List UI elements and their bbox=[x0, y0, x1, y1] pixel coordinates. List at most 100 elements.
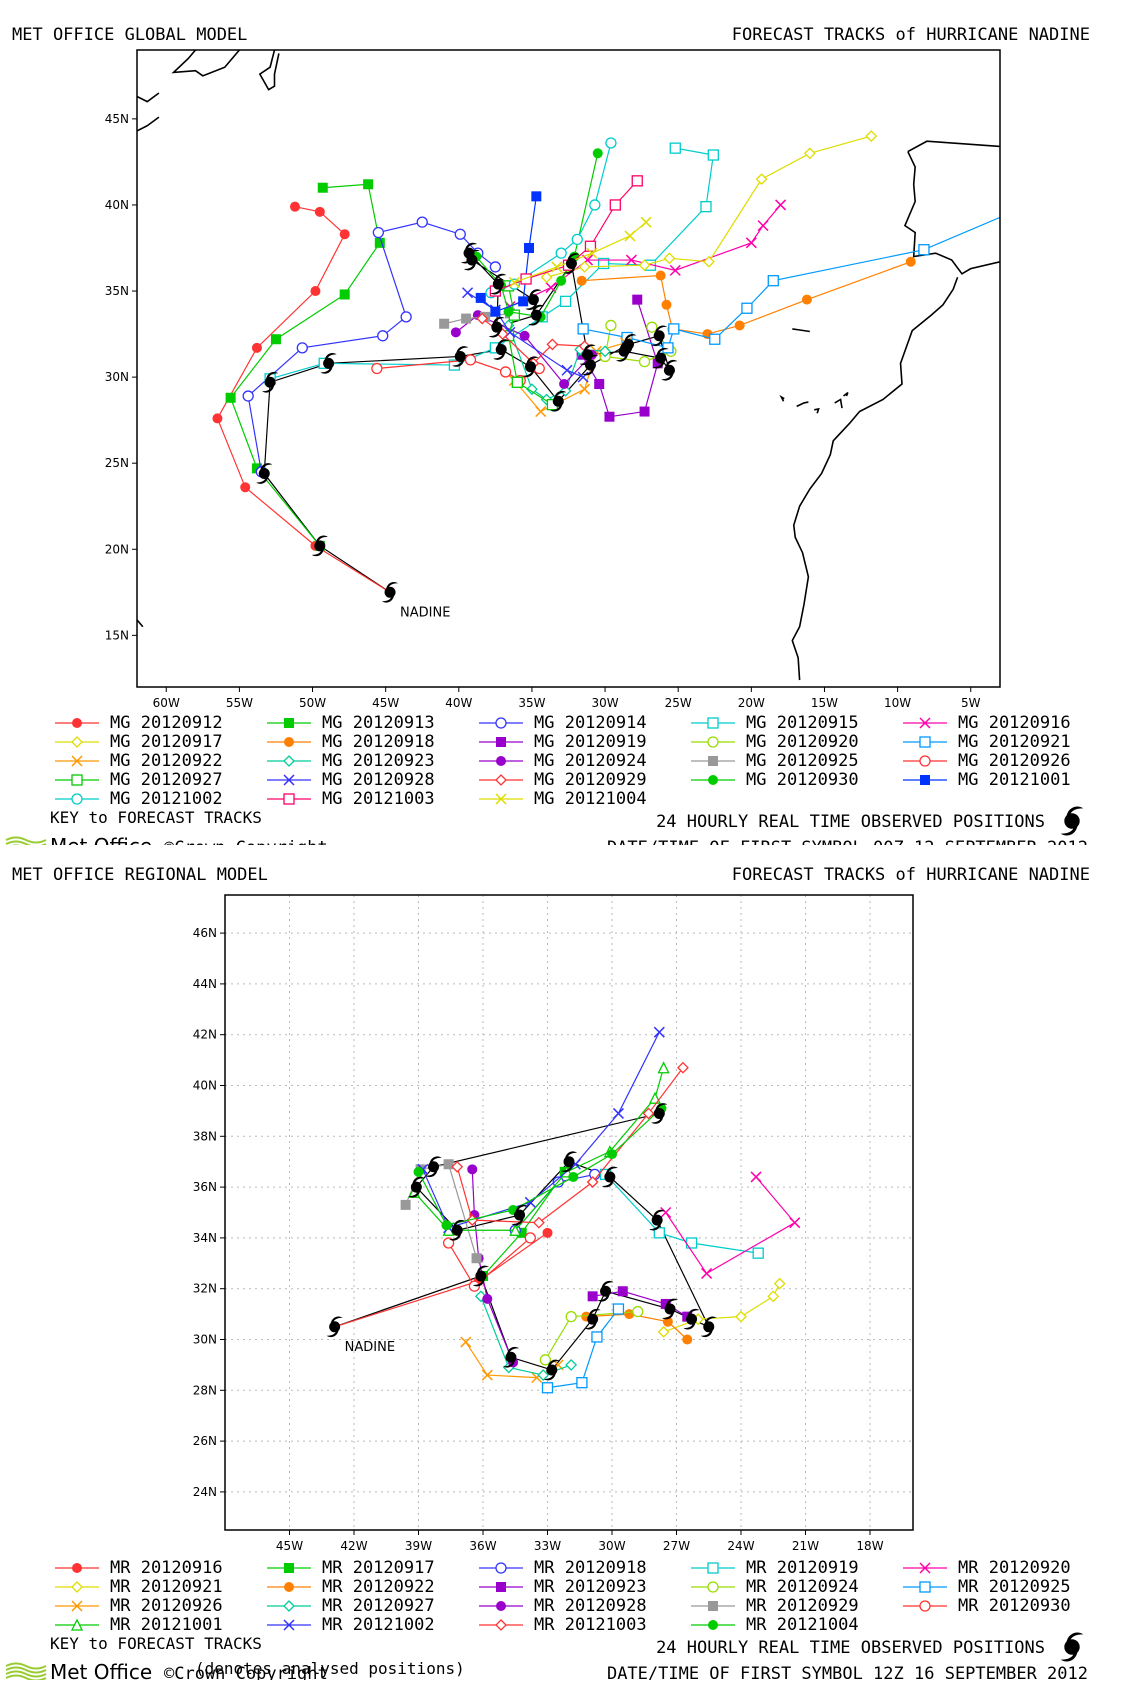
observed-position-icon bbox=[256, 463, 273, 484]
legend-swatch-marker bbox=[708, 1601, 718, 1611]
legend-entry-label: MR 20120922 bbox=[322, 1577, 435, 1597]
forecast-point bbox=[775, 199, 787, 211]
observed-position-icon bbox=[652, 347, 669, 369]
legend-swatch-marker bbox=[495, 1562, 507, 1574]
legend-entry-label: MR 20121004 bbox=[746, 1615, 859, 1635]
observed-position-icon bbox=[425, 1156, 442, 1178]
y-tick-label: 15N bbox=[105, 628, 129, 642]
hurricane-eye-icon bbox=[323, 357, 335, 369]
x-tick-label: 18W bbox=[856, 1539, 883, 1553]
forecast-point bbox=[605, 319, 617, 332]
hurricane-arm-icon bbox=[655, 325, 668, 333]
forecast-point bbox=[551, 261, 563, 273]
legend-swatch-marker bbox=[496, 737, 506, 747]
observed-position-icon bbox=[700, 1316, 717, 1338]
hurricane-arm-icon bbox=[528, 318, 541, 326]
observed-position-icon bbox=[616, 340, 633, 362]
hurricane-arm-icon bbox=[256, 476, 269, 484]
forecast-point bbox=[542, 1227, 553, 1238]
legend-swatch-marker bbox=[707, 736, 719, 748]
forecast-point bbox=[631, 175, 643, 187]
forecast-point bbox=[545, 282, 557, 294]
forecast-point bbox=[503, 306, 514, 317]
hurricane-arm-icon bbox=[525, 302, 538, 310]
hurricane-arm-icon bbox=[456, 346, 469, 354]
legend-swatch-marker bbox=[708, 775, 718, 785]
hurricane-arm-icon bbox=[605, 1166, 618, 1174]
hurricane-arm-icon bbox=[502, 1360, 515, 1368]
observed-position-icon bbox=[683, 1308, 700, 1330]
hurricane-arm-icon bbox=[529, 289, 542, 297]
hurricane-arm-icon bbox=[651, 338, 664, 347]
hurricane-arm-icon bbox=[653, 1209, 666, 1218]
legend-swatch-marker bbox=[72, 718, 82, 728]
legend-entry-label: MR 20121002 bbox=[322, 1615, 435, 1635]
forecast-point bbox=[508, 276, 520, 288]
hurricane-arm-icon bbox=[651, 1116, 664, 1124]
forecast-point bbox=[653, 1026, 665, 1038]
hurricane-arm-icon bbox=[662, 1312, 675, 1320]
met-office-logo-text: Met Office bbox=[50, 834, 152, 845]
forecast-point bbox=[597, 257, 610, 270]
legend-swatch-marker bbox=[496, 1582, 506, 1592]
legend-entry-label: MG 20120922 bbox=[110, 751, 223, 771]
forecast-point bbox=[225, 392, 236, 403]
hurricane-eye-icon bbox=[563, 1156, 575, 1168]
forecast-point bbox=[625, 254, 637, 266]
hurricane-arm-icon bbox=[652, 361, 665, 369]
forecast-point bbox=[801, 294, 812, 305]
hurricane-eye-icon bbox=[428, 1161, 440, 1173]
x-tick-label: 30W bbox=[598, 1539, 625, 1553]
forecast-point bbox=[310, 286, 321, 297]
forecast-point bbox=[653, 1227, 665, 1239]
observed-position-icon bbox=[561, 1151, 577, 1173]
hurricane-eye-icon bbox=[1064, 1639, 1080, 1655]
y-tick-label: 20N bbox=[105, 542, 129, 556]
forecast-point bbox=[589, 199, 601, 211]
hurricane-arm-icon bbox=[515, 1204, 528, 1213]
met-office-logo-text: Met Office bbox=[50, 1660, 152, 1680]
hurricane-eye-icon bbox=[651, 1214, 663, 1226]
x-tick-label: 27W bbox=[663, 1539, 690, 1553]
forecast-point bbox=[519, 330, 530, 341]
coastline bbox=[171, 50, 240, 77]
hurricane-arm-icon bbox=[561, 1164, 573, 1173]
plot-area bbox=[225, 895, 913, 1530]
hurricane-arm-icon bbox=[511, 1218, 524, 1226]
coastline bbox=[842, 391, 849, 397]
forecast-point bbox=[735, 1310, 747, 1323]
hurricane-eye-icon bbox=[546, 1364, 558, 1376]
hurricane-eye-icon bbox=[258, 468, 270, 480]
x-tick-label: 21W bbox=[792, 1539, 819, 1553]
hurricane-arm-icon bbox=[601, 1179, 614, 1188]
hurricane-arm-icon bbox=[492, 316, 505, 325]
forecast-track bbox=[422, 1031, 660, 1229]
legend-entry-label: MR 20120927 bbox=[322, 1596, 435, 1616]
x-tick-label: 45W bbox=[276, 1539, 303, 1553]
forecast-point bbox=[660, 1298, 671, 1309]
hurricane-arm-icon bbox=[1066, 1632, 1084, 1643]
forecast-point bbox=[524, 242, 535, 253]
x-tick-label: 35W bbox=[518, 696, 545, 710]
legend-swatch-marker bbox=[72, 1563, 82, 1573]
coastline bbox=[258, 50, 280, 91]
legend-entry-label: MG 20121001 bbox=[958, 770, 1071, 790]
x-tick-label: 25W bbox=[665, 696, 692, 710]
forecast-point bbox=[682, 1334, 693, 1345]
observed-position-icon bbox=[490, 273, 507, 295]
global-panel: MET OFFICE GLOBAL MODEL FORECAST TRACKS o… bbox=[5, 25, 1090, 858]
storm-name-label: NADINE bbox=[400, 605, 450, 620]
hurricane-eye-icon bbox=[314, 540, 326, 552]
forecast-point bbox=[734, 320, 745, 331]
forecast-point bbox=[865, 130, 878, 143]
y-tick-label: 35N bbox=[105, 284, 129, 298]
y-tick-label: 42N bbox=[193, 1028, 217, 1042]
hurricane-arm-icon bbox=[1060, 825, 1078, 836]
forecast-point bbox=[612, 1107, 624, 1119]
forecast-point bbox=[270, 334, 281, 345]
x-tick-label: 60W bbox=[153, 696, 180, 710]
coastline bbox=[779, 394, 785, 402]
chart-title: FORECAST TRACKS of HURRICANE NADINE bbox=[732, 865, 1090, 885]
legend-entry-label: MR 20120920 bbox=[958, 1558, 1071, 1578]
legend-swatch-marker bbox=[496, 1601, 506, 1611]
